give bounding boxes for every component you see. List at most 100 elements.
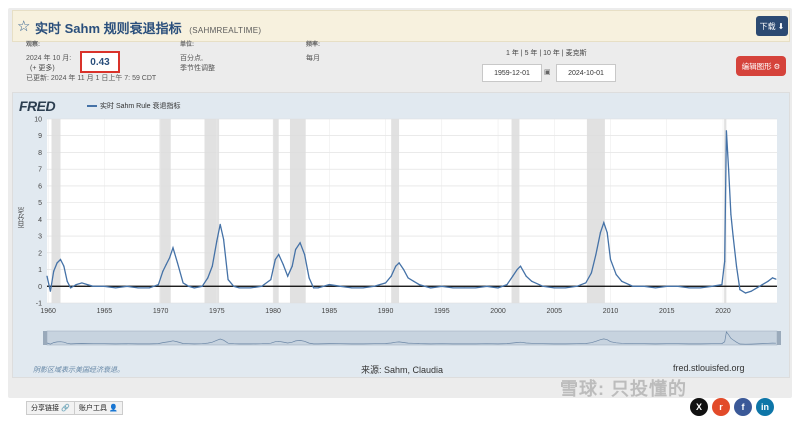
units-line2: 季节性调整	[180, 65, 215, 72]
data-point	[463, 287, 465, 289]
data-point	[59, 258, 62, 261]
download-button[interactable]: 下载 ⬇	[756, 16, 788, 36]
x-tick-label: 2020	[715, 308, 731, 315]
legend-swatch	[87, 105, 97, 107]
source-text: 来源: Sahm, Claudia	[361, 365, 444, 375]
data-point	[516, 268, 518, 271]
data-point	[278, 253, 280, 256]
reddit-icon[interactable]: r	[712, 398, 730, 416]
end-date-input[interactable]: 2024-10-01	[556, 64, 616, 82]
series-title: 实时 Sahm 规则衰退指标 (SAHMREALTIME)	[35, 18, 261, 37]
y-tick-label: -1	[36, 301, 42, 308]
x-tick-label: 1975	[209, 308, 225, 315]
recession-note: 阴影区域表示美国经济衰退。	[33, 367, 124, 374]
data-point	[291, 265, 293, 267]
star-icon[interactable]: ☆	[17, 18, 31, 35]
data-point	[775, 278, 777, 280]
data-point	[519, 265, 522, 267]
data-point	[46, 275, 48, 277]
x-tick-label: 2005	[546, 308, 562, 315]
data-point	[70, 287, 72, 289]
data-point	[531, 280, 533, 282]
data-point	[441, 285, 443, 287]
y-tick-label: 5	[38, 200, 42, 207]
data-point	[216, 240, 218, 242]
x-tick-label: 1970	[153, 308, 169, 315]
account-label: 账户工具	[79, 405, 107, 412]
chart-area: FRED 实时 Sahm Rule 衰退指标 百分点 -1 0 1 2 3 4 5 6 7 8 9 1…	[13, 93, 789, 377]
data-point	[193, 287, 195, 289]
facebook-icon[interactable]: f	[734, 398, 752, 416]
data-point	[615, 273, 617, 276]
account-tools-button[interactable]: 账户工具 👤	[74, 401, 123, 415]
share-label: 分享链接	[31, 405, 59, 412]
data-point	[169, 257, 171, 259]
x-tick-label: 1960	[40, 308, 56, 315]
range-5y[interactable]: 5 年	[524, 50, 538, 57]
data-point	[211, 265, 213, 267]
fred-logo: FRED	[19, 98, 56, 114]
more-link[interactable]: (+ 更多)	[30, 65, 55, 72]
data-point	[512, 275, 514, 277]
x-tick-label: 2015	[659, 308, 675, 315]
data-point	[398, 262, 400, 264]
units-block: 单位: 百分点, 季节性调整	[180, 40, 215, 74]
range-links: 1 年 | 5 年 | 10 年 | 麦克斯	[506, 50, 587, 57]
data-point	[486, 285, 488, 287]
frequency-value: 每月	[306, 55, 320, 62]
frequency-label: 频率:	[306, 42, 320, 48]
data-point	[677, 285, 679, 287]
chart-legend: 实时 Sahm Rule 衰退指标	[87, 101, 181, 111]
download-icon: ⬇	[777, 21, 785, 31]
data-point	[402, 268, 405, 271]
data-point	[176, 262, 179, 264]
data-point	[157, 284, 159, 286]
data-point	[303, 253, 306, 256]
range-1y[interactable]: 1 年	[506, 50, 519, 57]
updated-text: 已更新: 2024 年 11 月 1 日上午 7: 59 CDT	[26, 75, 157, 82]
data-point	[666, 285, 668, 287]
range-10y[interactable]: 10 年	[543, 50, 560, 57]
data-point	[56, 262, 58, 264]
edit-graph-label: 编辑图形	[741, 61, 772, 71]
data-point	[756, 287, 758, 289]
data-point	[227, 278, 229, 281]
y-tick-label: 6	[38, 183, 42, 190]
y-tick-label: 4	[38, 217, 42, 224]
x-tick-label: 1990	[378, 308, 394, 315]
data-point	[595, 253, 597, 256]
data-point	[261, 285, 263, 287]
data-point	[115, 287, 117, 289]
data-point	[744, 292, 747, 294]
data-point	[395, 265, 397, 267]
gear-icon: ⚙	[773, 61, 781, 71]
data-point	[730, 213, 732, 215]
x-tick-label: 2000	[490, 308, 506, 315]
data-point	[585, 282, 587, 284]
fred-url[interactable]: fred.stlouisfed.org	[673, 363, 745, 373]
recession-band	[273, 119, 279, 303]
data-point	[576, 285, 578, 287]
data-point	[351, 287, 353, 289]
data-point	[413, 280, 415, 282]
start-date-input[interactable]: 1959-12-01	[482, 64, 542, 82]
data-point	[188, 285, 190, 287]
linkedin-icon[interactable]: in	[756, 398, 774, 416]
data-point	[688, 287, 690, 289]
link-icon: 🔗	[61, 405, 70, 412]
frequency-block: 频率: 每月	[306, 40, 320, 64]
data-point	[328, 284, 330, 286]
data-point	[172, 247, 174, 249]
range-max[interactable]: 麦克斯	[565, 50, 587, 57]
edit-graph-button[interactable]: 编辑图形 ⚙	[736, 56, 786, 76]
data-point	[390, 275, 392, 277]
y-tick-label: 10	[34, 117, 42, 124]
x-icon[interactable]: X	[690, 398, 708, 416]
navigator-handle-right	[777, 331, 781, 345]
data-point	[49, 290, 51, 292]
data-point	[270, 278, 272, 281]
x-tick-label: 1995	[434, 308, 450, 315]
share-link-button[interactable]: 分享链接 🔗	[26, 401, 75, 415]
data-point	[294, 248, 297, 251]
units-line1: 百分点,	[180, 55, 203, 62]
